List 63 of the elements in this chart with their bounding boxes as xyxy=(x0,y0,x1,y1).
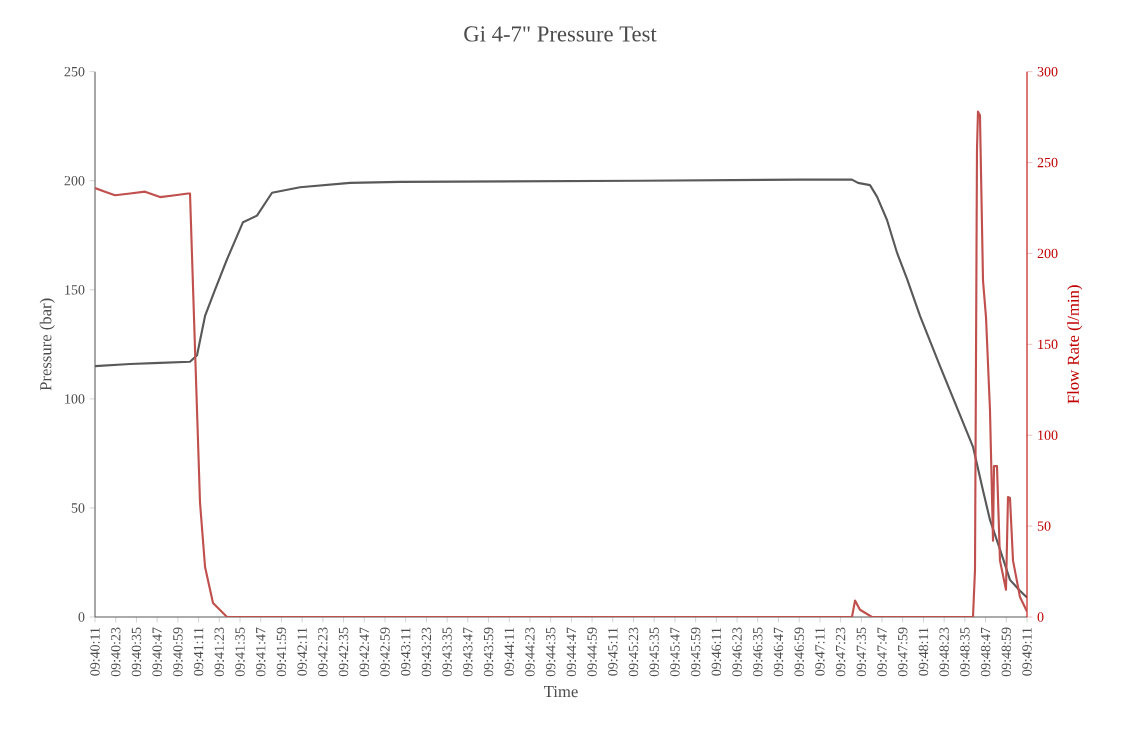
x-tick-label: 09:46:47 xyxy=(773,627,784,677)
x-tick-label: 09:48:47 xyxy=(980,627,991,677)
x-tick-label: 09:42:59 xyxy=(380,627,390,677)
x-tick-label: 09:48:35 xyxy=(960,627,970,677)
x-tick-label: 09:41:35 xyxy=(235,627,245,677)
y-tick-label: 200 xyxy=(64,176,85,186)
y2-axis-title: Flow Rate (l/min) xyxy=(1067,285,1083,404)
y-tick-label: 150 xyxy=(65,285,85,295)
chart-title: Gi 4-7" Pressure Test xyxy=(464,26,657,42)
y-axis-title: Pressure (bar) xyxy=(39,298,55,391)
x-tick-label: 09:43:35 xyxy=(442,627,452,677)
x-tick-label: 09:47:59 xyxy=(897,627,908,677)
x-tick-label: 09:40:23 xyxy=(111,627,121,677)
x-tick-label: 09:44:59 xyxy=(587,627,597,677)
x-tick-label: 09:48:11 xyxy=(918,627,929,676)
x-tick-label: 09:42:11 xyxy=(297,627,307,676)
x-tick-label: 09:42:47 xyxy=(359,627,370,677)
y2-tick-label: 50 xyxy=(1037,521,1051,531)
x-tick-label: 09:45:47 xyxy=(670,627,680,677)
x-tick-label: 09:47:11 xyxy=(815,627,825,676)
x-tick-label: 09:46:59 xyxy=(794,627,804,677)
x-tick-label: 09:43:59 xyxy=(483,627,494,677)
x-tick-label: 09:40:35 xyxy=(131,627,142,677)
x-tick-label: 09:42:35 xyxy=(338,627,349,677)
y-tick-label: 100 xyxy=(65,394,85,404)
x-tick-label: 09:47:23 xyxy=(835,627,846,677)
y-tick-label: 50 xyxy=(71,503,85,513)
x-tick-label: 09:45:11 xyxy=(608,627,618,676)
x-tick-label: 09:43:23 xyxy=(421,627,432,677)
x-tick-label: 09:45:23 xyxy=(628,627,639,677)
x-tick-label: 09:40:47 xyxy=(152,627,162,677)
x-tick-label: 09:46:35 xyxy=(753,627,763,677)
y2-tick-label: 0 xyxy=(1037,612,1044,622)
x-tick-label: 09:45:59 xyxy=(690,627,701,677)
x-tick-label: 09:40:59 xyxy=(173,627,183,677)
y2-tick-label: 200 xyxy=(1037,248,1058,259)
x-tick-label: 09:49:11 xyxy=(1022,627,1032,676)
x-tick-label: 09:46:11 xyxy=(711,627,722,676)
x-tick-label: 09:41:59 xyxy=(276,627,287,677)
x-tick-label: 09:47:35 xyxy=(856,627,867,677)
x-tick-label: 09:40:11 xyxy=(90,627,100,676)
y2-tick-label: 100 xyxy=(1038,430,1058,440)
y2-tick-label: 150 xyxy=(1038,339,1058,350)
x-tick-label: 09:43:47 xyxy=(463,627,473,677)
y2-tick-label: 300 xyxy=(1037,66,1058,77)
x-axis-title: Time xyxy=(544,685,578,698)
x-tick-label: 09:41:23 xyxy=(214,627,225,677)
x-tick-label: 09:44:47 xyxy=(566,627,577,677)
x-tick-label: 09:41:47 xyxy=(255,627,266,677)
x-tick-label: 09:48:23 xyxy=(939,627,949,677)
x-tick-label: 09:47:47 xyxy=(877,627,887,677)
x-tick-label: 09:48:59 xyxy=(1001,627,1012,677)
y-tick-label: 250 xyxy=(64,66,85,77)
x-tick-label: 09:42:23 xyxy=(318,627,328,677)
y2-tick-label: 250 xyxy=(1037,157,1058,168)
x-tick-label: 09:44:11 xyxy=(504,627,514,676)
x-tick-label: 09:45:35 xyxy=(649,627,659,677)
x-tick-label: 09:46:23 xyxy=(732,627,742,677)
x-tick-label: 09:44:23 xyxy=(525,627,535,677)
y-tick-label: 0 xyxy=(78,612,85,622)
x-tick-label: 09:41:11 xyxy=(193,627,204,676)
x-tick-label: 09:43:11 xyxy=(400,627,411,676)
x-tick-label: 09:44:35 xyxy=(545,627,556,677)
